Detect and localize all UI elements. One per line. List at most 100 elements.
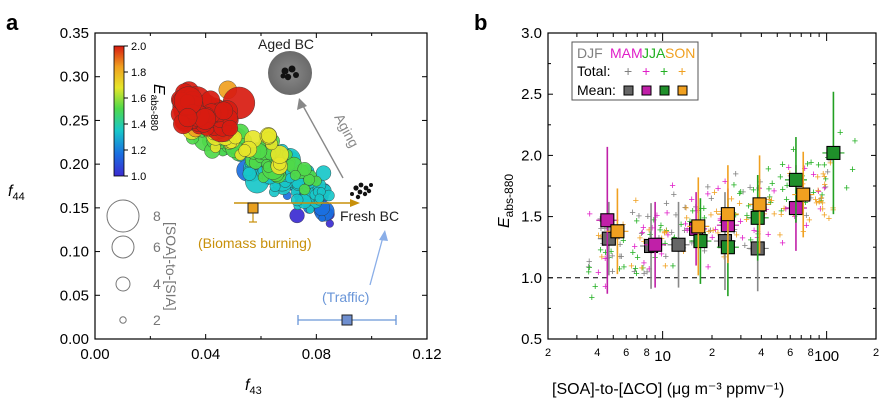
scatter-point (261, 127, 277, 144)
scatter-plus: + (802, 197, 808, 209)
scatter-plus: + (658, 249, 664, 261)
y-tick-label: 0.35 (60, 25, 89, 42)
scatter-point (290, 193, 304, 207)
traffic-arrowhead (379, 230, 388, 241)
scatter-plus: + (631, 266, 637, 278)
x-minor-tick-label: 4 (758, 347, 764, 359)
scatter-plus: + (785, 162, 791, 174)
scatter-plus: + (777, 172, 783, 184)
y-tick-label: 0.00 (60, 331, 89, 348)
scatter-plus: + (616, 264, 622, 276)
scatter-plus: + (689, 237, 695, 249)
scatter-plus: + (733, 209, 739, 221)
scatter-plus: + (682, 202, 688, 214)
scatter-plus: + (617, 239, 623, 251)
size-legend-circle-2 (119, 316, 127, 324)
mean-marker (671, 237, 686, 252)
scatter-plus: + (818, 192, 824, 204)
scatter-plus: + (815, 171, 821, 183)
scatter-plus: + (801, 163, 807, 175)
scatter-plus: + (595, 267, 601, 279)
x-minor-tick-label: 6 (787, 347, 793, 359)
colorbar-tick-label: 1.4 (131, 119, 146, 131)
y-tick-label: 2.5 (521, 86, 542, 103)
scatter-plus: + (602, 281, 608, 293)
x-axis-title-f43: f43 (245, 377, 262, 397)
aging-arrowhead (297, 98, 307, 110)
x-minor-tick-label: 6 (623, 347, 629, 359)
scatter-plus: + (701, 203, 707, 215)
scatter-plus: + (658, 220, 664, 232)
scatter-plus: + (766, 184, 772, 196)
scatter-plus: + (684, 225, 690, 237)
scatter-plus: + (823, 174, 829, 186)
scatter-plus: + (602, 253, 608, 265)
panel-b-axes: 0.5 1.0 1.5 2.0 2.5 3.0 10 100 2 4 6 8 2 4 6 8 2 (521, 25, 879, 365)
mean-marker (693, 234, 708, 249)
scatter-plus: + (602, 223, 608, 235)
scatter-plus: + (661, 226, 667, 238)
scatter-plus: + (636, 210, 642, 222)
scatter-plus: + (664, 208, 670, 220)
scatter-plus: + (621, 262, 627, 274)
biomass-arrowhead (350, 199, 360, 207)
scatter-plus: + (808, 157, 814, 169)
scatter-plus: + (705, 182, 711, 194)
scatter-plus: + (646, 224, 652, 236)
scatter-plus: + (736, 188, 742, 200)
scatter-plus: + (608, 246, 614, 258)
y-axis-title-eabs: Eabs-880 (496, 174, 516, 228)
scatter-plus: + (738, 187, 744, 199)
scatter-plus: + (715, 228, 721, 240)
size-legend-label-8: 8 (153, 208, 161, 224)
y-axis-title-f44: f44 (8, 183, 25, 203)
y-tick-label: 1.0 (521, 270, 542, 287)
scatter-plus: + (671, 189, 677, 201)
aged-bc-label: Aged BC (258, 36, 314, 52)
scatter-plus: + (646, 263, 652, 275)
mean-marker (796, 187, 811, 202)
aged-bc-marker (268, 51, 312, 95)
legend-total-son: + (678, 63, 686, 79)
scatter-plus: + (808, 192, 814, 204)
scatter-plus: + (641, 236, 647, 248)
scatter-plus: + (803, 220, 809, 232)
scatter-plus: + (681, 225, 687, 237)
scatter-plus: + (769, 178, 775, 190)
scatter-plus: + (638, 228, 644, 240)
scatter-point (289, 207, 305, 224)
scatter-plus: + (768, 197, 774, 209)
scatter-plus: + (815, 185, 821, 197)
scatter-plus: + (765, 229, 771, 241)
traffic-marker (341, 314, 353, 326)
scatter-point (314, 193, 325, 204)
colorbar (113, 45, 125, 177)
size-legend: 8 6 4 2 [SOA]-to-[SIA] (106, 199, 179, 328)
legend-mean-djf (623, 85, 634, 96)
scatter-plus: + (663, 225, 669, 237)
scatter-plus: + (826, 213, 832, 225)
scatter-plus: + (812, 194, 818, 206)
scatter-plus: + (844, 182, 850, 194)
scatter-plus: + (644, 266, 650, 278)
scatter-plus: + (633, 268, 639, 280)
scatter-plus: + (709, 232, 715, 244)
colorbar-ticks: 1.0 1.2 1.4 1.6 1.8 2.0 (124, 41, 146, 183)
size-legend-title: [SOA]-to-[SIA] (163, 222, 179, 311)
mean-points (596, 91, 845, 297)
mean-marker (648, 237, 663, 252)
legend-mean-jja (659, 85, 670, 96)
scatter-plus: + (819, 197, 825, 209)
mean-marker (600, 213, 615, 228)
scatter-plus: + (810, 187, 816, 199)
scatter-plus: + (589, 292, 595, 304)
legend: DJF MAM JJA SON Total: Mean: + + + + (571, 41, 699, 101)
scatter-plus: + (822, 181, 828, 193)
scatter-plus: + (657, 224, 663, 236)
scatter-plus: + (673, 209, 679, 221)
scatter-plus: + (662, 227, 668, 239)
scatter-plus: + (737, 216, 743, 228)
scatter-plus: + (669, 180, 675, 192)
scatter-plus: + (771, 185, 777, 197)
scatter-plus: + (778, 209, 784, 221)
